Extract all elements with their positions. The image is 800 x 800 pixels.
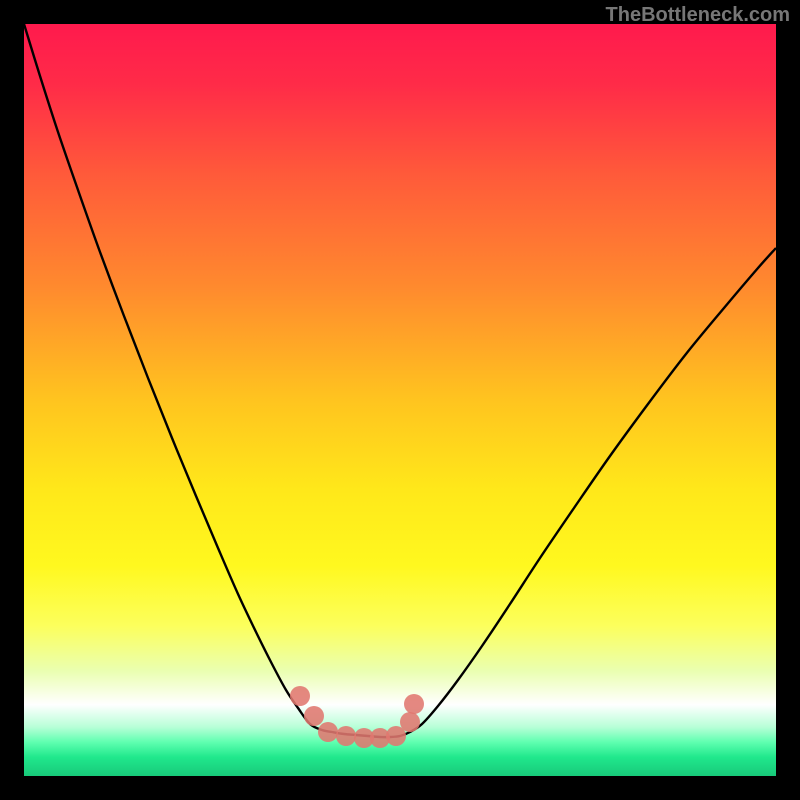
curve-marker <box>290 686 310 706</box>
bottleneck-chart <box>0 0 800 800</box>
plot-background <box>24 24 776 776</box>
watermark-text: TheBottleneck.com <box>606 4 790 27</box>
curve-marker <box>400 712 420 732</box>
chart-container: TheBottleneck.com <box>0 0 800 800</box>
curve-marker <box>318 722 338 742</box>
curve-marker <box>304 706 324 726</box>
curve-marker <box>336 726 356 746</box>
curve-marker <box>404 694 424 714</box>
